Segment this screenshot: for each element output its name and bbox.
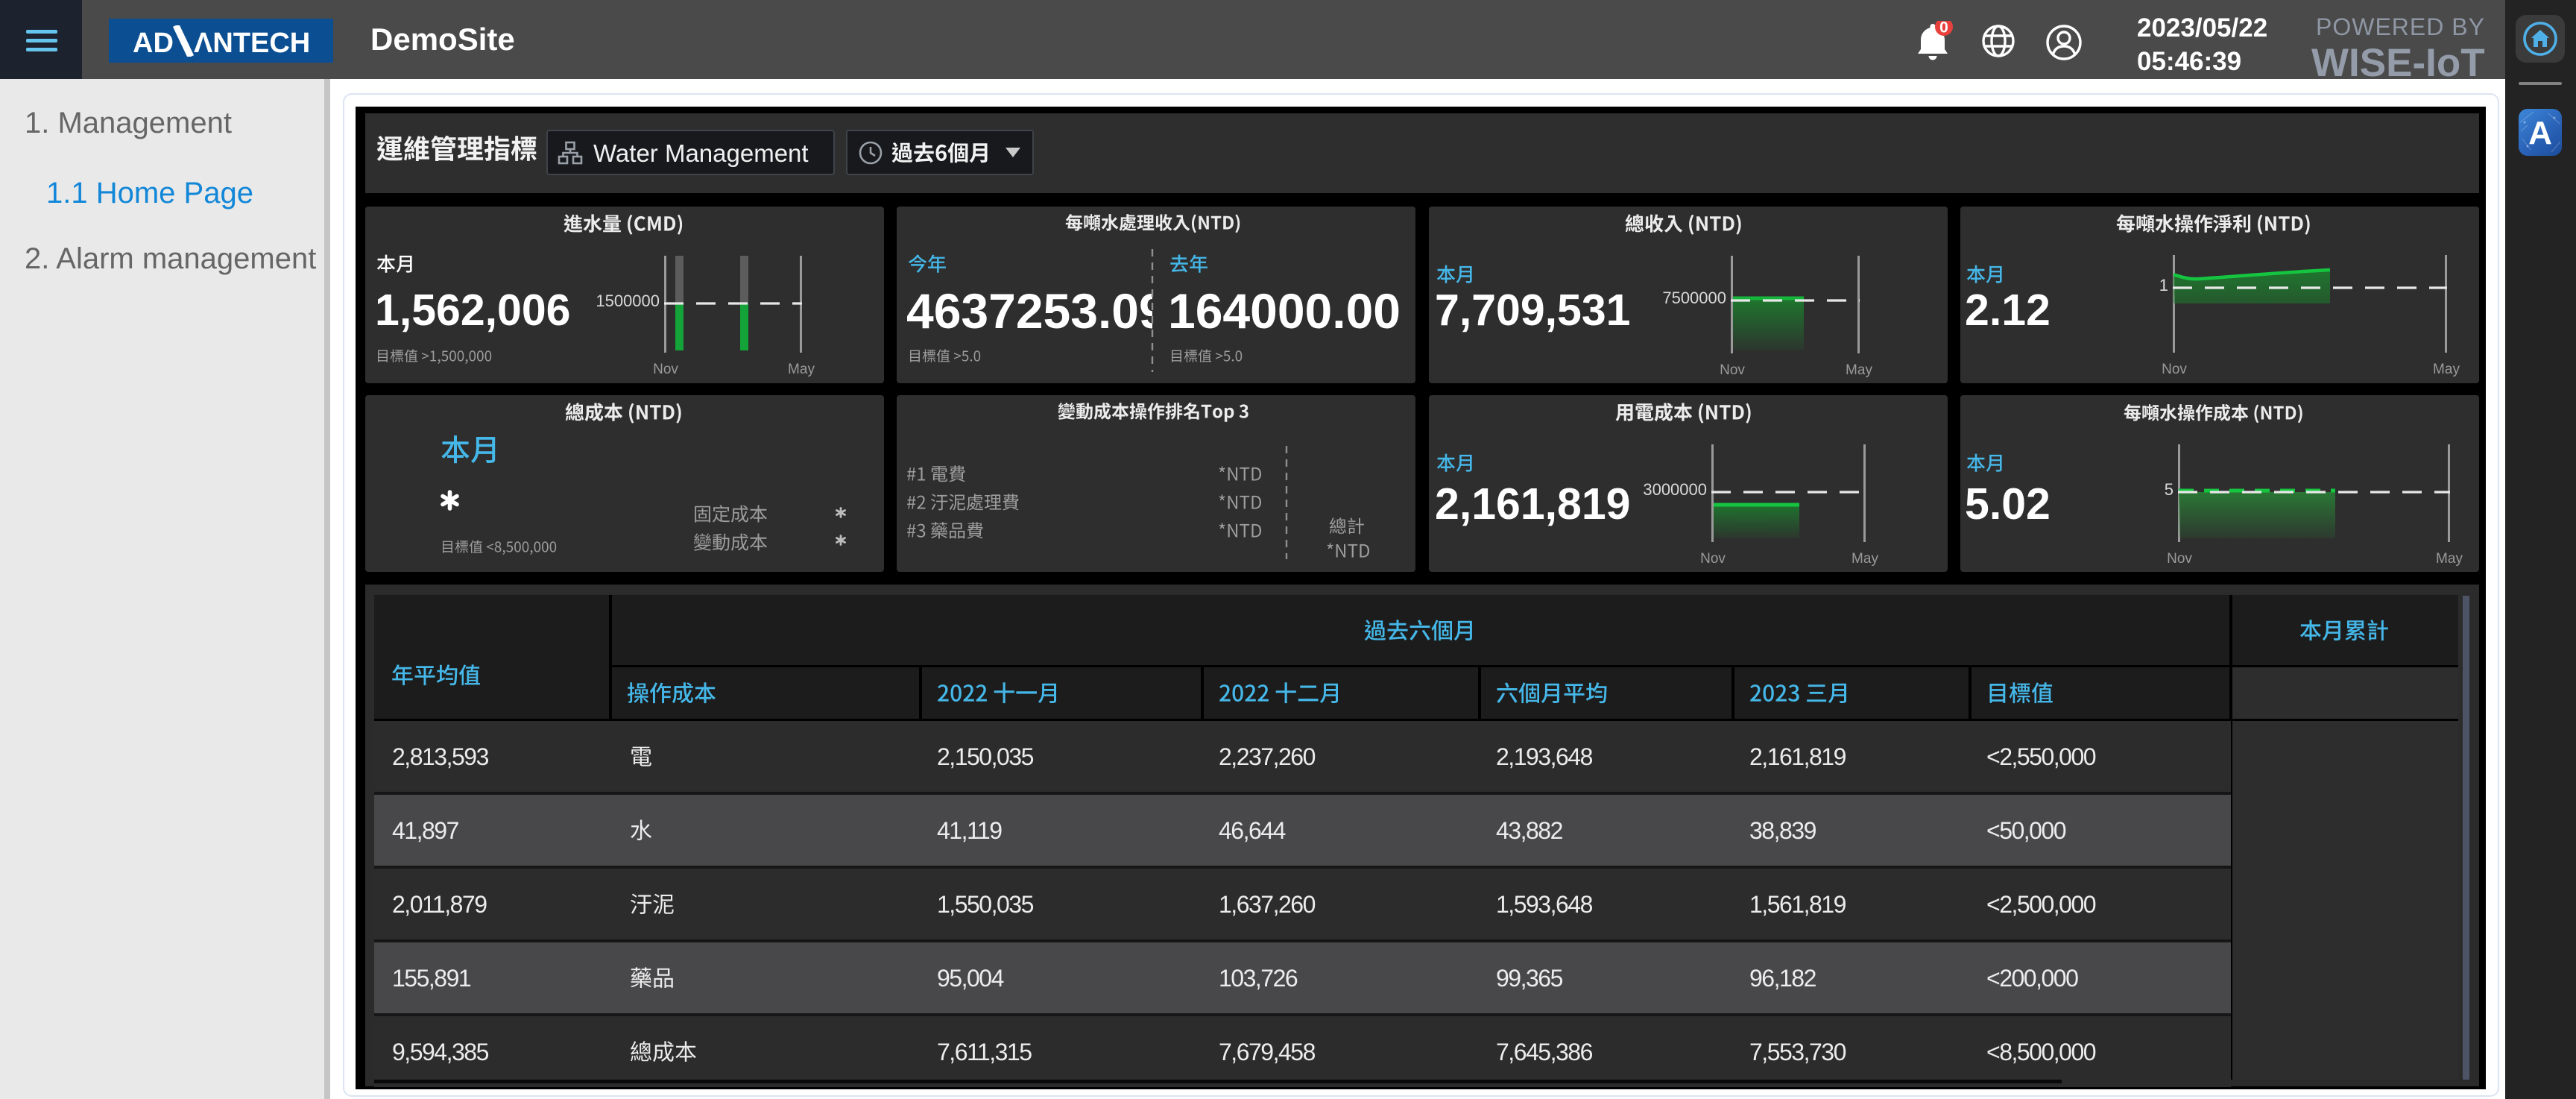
svg-text:ΛNTECH: ΛNTECH	[194, 28, 310, 57]
svg-text:A: A	[2528, 115, 2552, 151]
svg-text:0: 0	[1939, 21, 1948, 37]
svg-text:AD: AD	[133, 28, 174, 57]
